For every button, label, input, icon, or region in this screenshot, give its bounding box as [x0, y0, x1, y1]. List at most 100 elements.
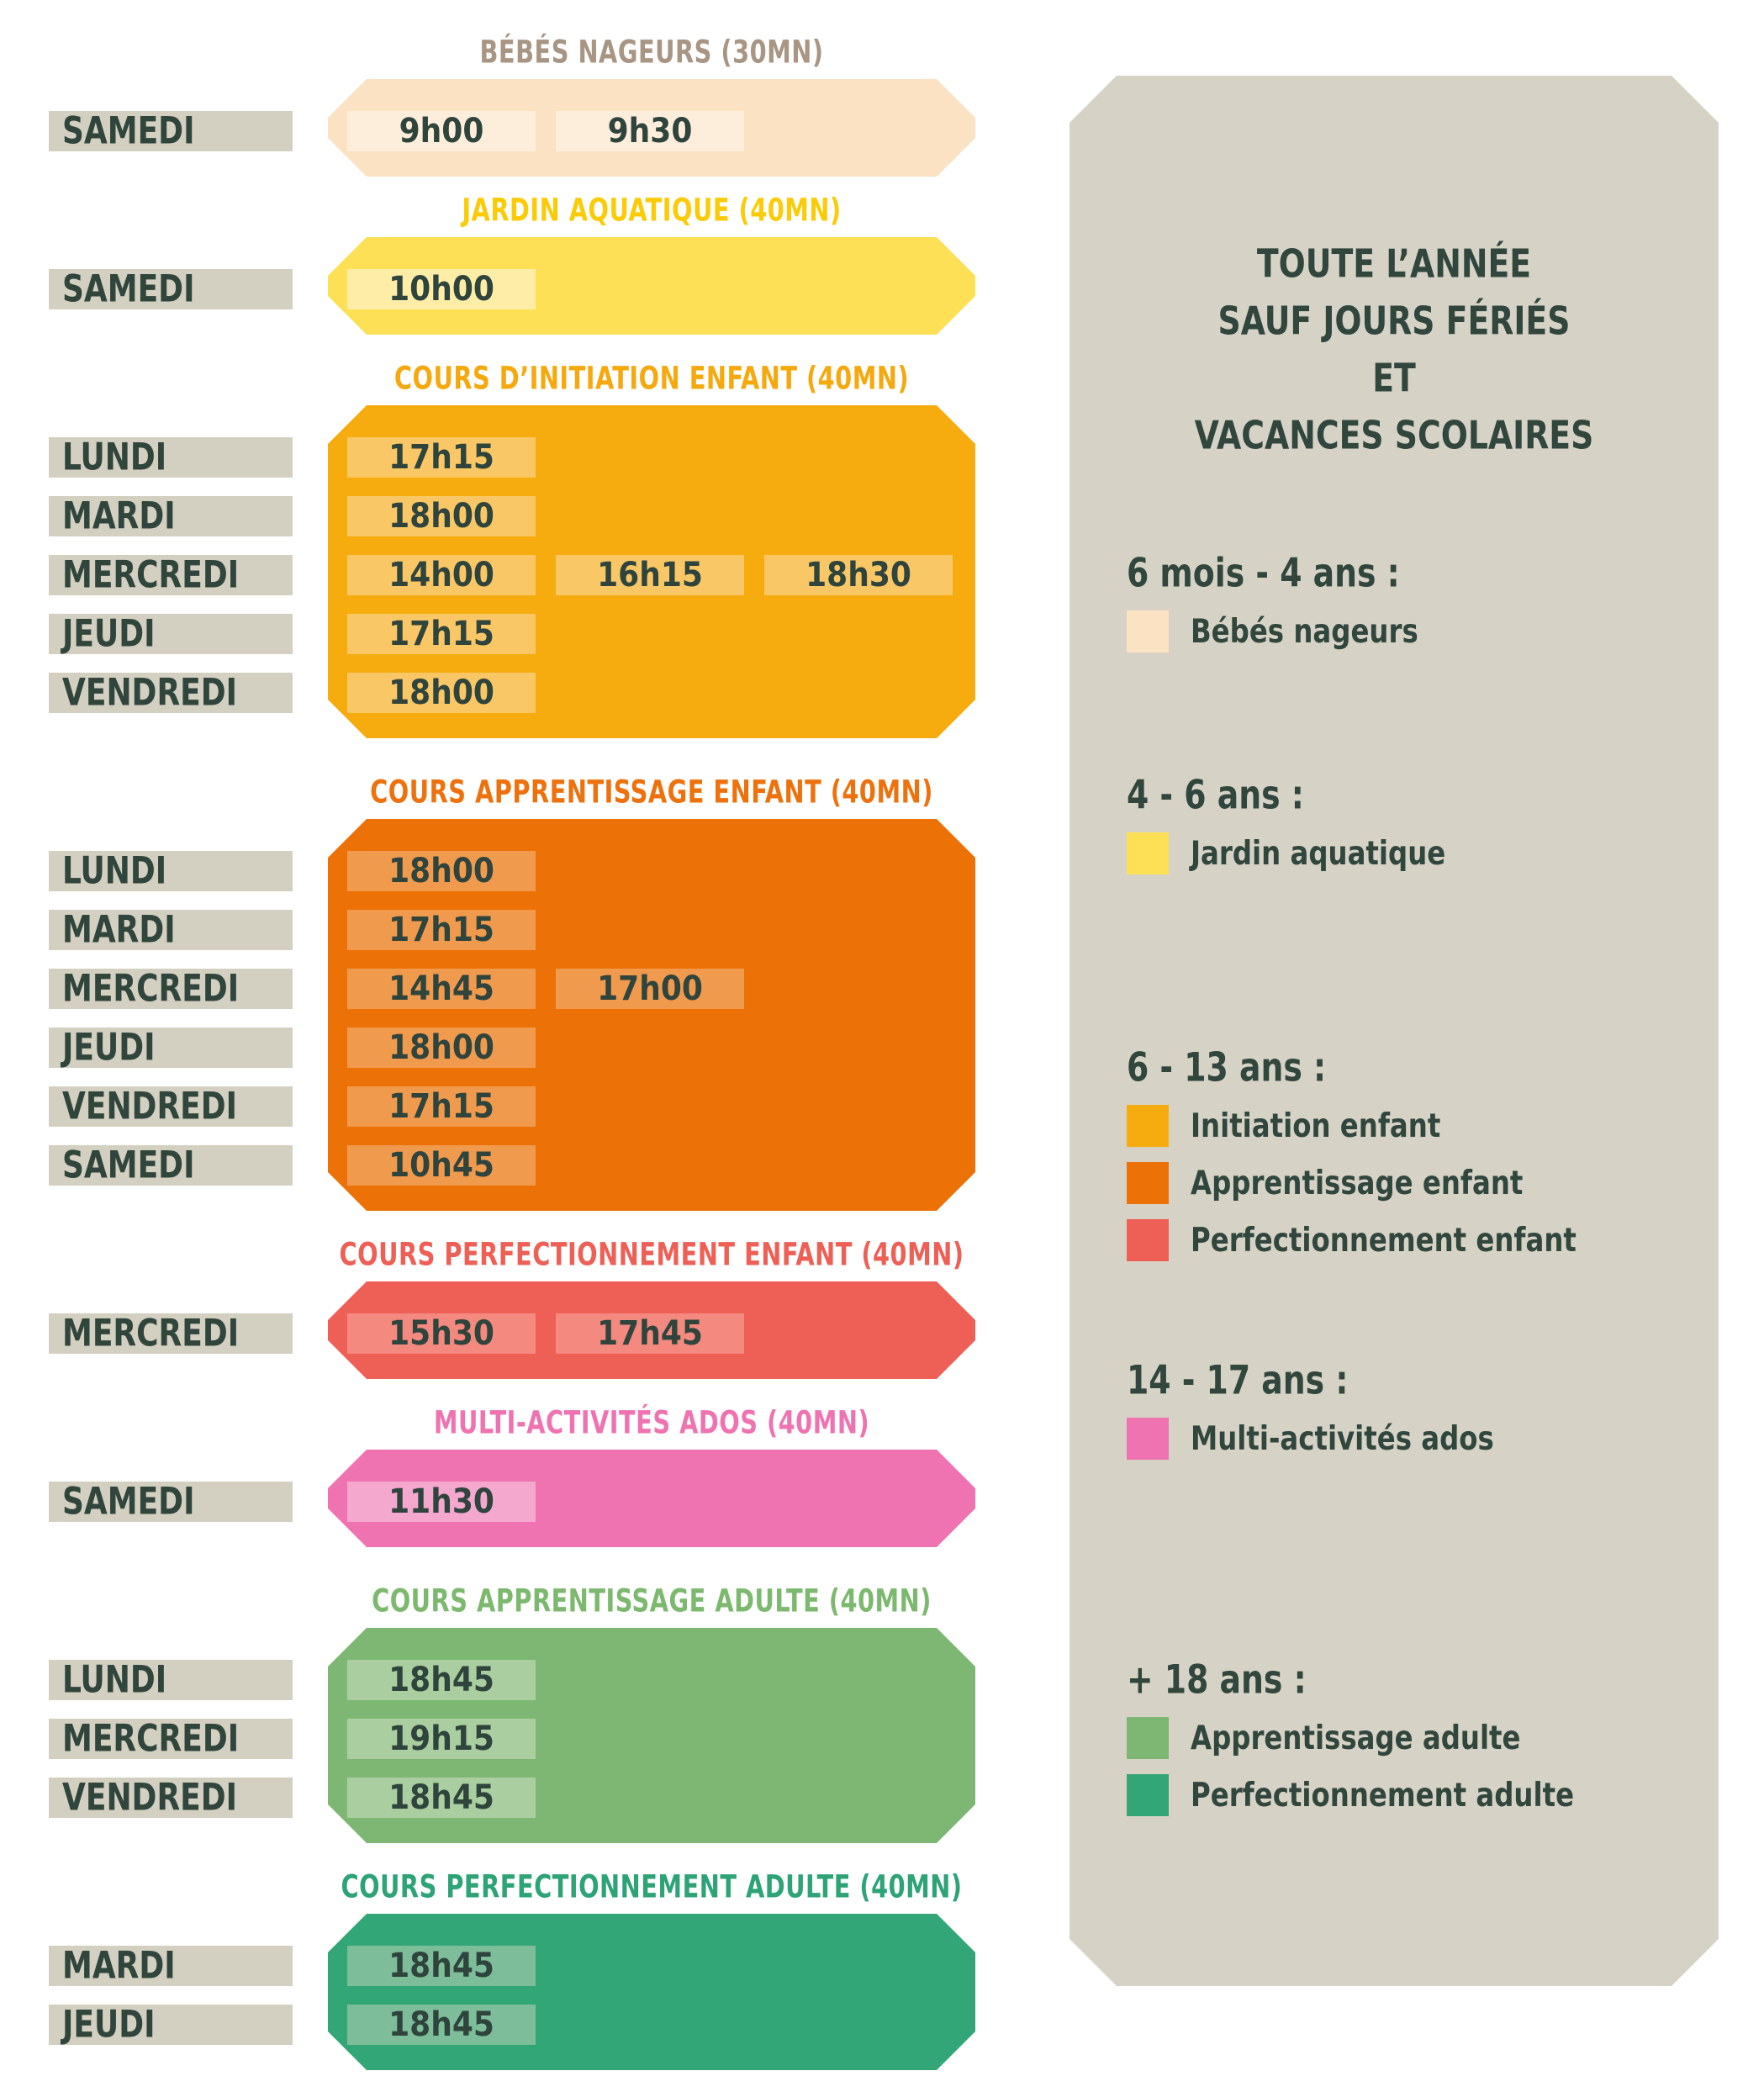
legend-item: Apprentissage enfant — [1127, 1162, 1685, 1204]
day-label: SAMEDI — [49, 1144, 293, 1187]
time-slots: 18h45 — [347, 1778, 536, 1818]
time-slot: 14h45 — [347, 969, 536, 1009]
time-slot: 19h15 — [347, 1719, 536, 1759]
day-label: MERCREDI — [49, 553, 293, 597]
section-initiation-enfant: COURS D’INITIATION ENFANT (40MN) LUNDI 17… — [49, 359, 975, 738]
time-slots: 9h00 9h30 — [347, 111, 744, 151]
schedule-row: JEUDI 17h15 — [49, 612, 975, 656]
section-multi-activites-ados: MULTI-ACTIVITÉS ADOS (40MN) SAMEDI 11h30 — [49, 1403, 975, 1547]
time-slot: 18h45 — [347, 2005, 536, 2045]
time-slot: 10h00 — [347, 269, 536, 309]
time-slots: 14h00 16h15 18h30 — [347, 555, 953, 595]
legend-items: Jardin aquatique — [1127, 832, 1685, 874]
legend-color-swatch — [1127, 610, 1169, 652]
legend-label: Bébés nageurs — [1191, 612, 1418, 651]
legend-items: Apprentissage adulte Perfectionnement adu… — [1127, 1717, 1685, 1816]
day-label: SAMEDI — [49, 109, 293, 153]
time-slot: 18h00 — [347, 1028, 536, 1068]
section-title: COURS PERFECTIONNEMENT ENFANT (40MN) — [339, 1235, 964, 1273]
day-label: LUNDI — [49, 849, 293, 893]
schedule-row: MARDI 18h00 — [49, 494, 975, 538]
legend-age-heading: 6 - 13 ans : — [1127, 1044, 1327, 1091]
schedule-row: JEUDI 18h00 — [49, 1026, 975, 1070]
day-label: JEUDI — [49, 2003, 293, 2047]
info-panel: TOUTE L’ANNÉE SAUF JOURS FÉRIÉS ET VACANCES… — [1069, 76, 1719, 1986]
time-slots: 14h45 17h00 — [347, 969, 744, 1009]
section-rows: SAMEDI 9h00 9h30 — [49, 109, 975, 153]
legend-group: 6 - 13 ans : Initiation enfant Apprentiss… — [1127, 1049, 1685, 1261]
time-slot: 18h00 — [347, 496, 536, 536]
legend-item: Jardin aquatique — [1127, 832, 1685, 874]
legend-color-swatch — [1127, 1105, 1169, 1147]
legend-color-swatch — [1127, 1162, 1169, 1204]
section-body: LUNDI 18h00 MARDI 17h15 MERCREDI 14h45 17h00 JE… — [49, 819, 975, 1211]
schedule-row: MERCREDI 15h30 17h45 — [49, 1312, 975, 1355]
day-label: VENDREDI — [49, 1085, 293, 1128]
legend-group: 6 mois - 4 ans : Bébés nageurs — [1127, 555, 1685, 652]
section-title: COURS PERFECTIONNEMENT ADULTE (40MN) — [341, 1867, 963, 1905]
day-label: LUNDI — [49, 1658, 293, 1702]
time-slot: 9h30 — [556, 111, 744, 151]
time-slot: 15h30 — [347, 1313, 536, 1354]
time-slot: 18h45 — [347, 1778, 536, 1818]
day-label: LUNDI — [49, 436, 293, 479]
day-label: SAMEDI — [49, 1480, 293, 1524]
section-rows: MARDI 18h45 JEUDI 18h45 — [49, 1944, 975, 2047]
schedule-row: VENDREDI 18h00 — [49, 671, 975, 715]
time-slots: 18h00 — [347, 673, 536, 713]
day-label: MARDI — [49, 908, 293, 952]
legend-label: Initiation enfant — [1191, 1107, 1441, 1145]
section-title: COURS D’INITIATION ENFANT (40MN) — [393, 359, 910, 397]
time-slots: 18h00 — [347, 1028, 536, 1068]
legend-label: Perfectionnement enfant — [1191, 1221, 1577, 1260]
legend-item: Perfectionnement adulte — [1127, 1774, 1685, 1816]
legend-group: 14 - 17 ans : Multi-activités ados — [1127, 1362, 1685, 1460]
time-slots: 18h45 — [347, 1660, 536, 1700]
schedule-row: LUNDI 18h00 — [49, 849, 975, 893]
legend-age-heading: + 18 ans : — [1127, 1656, 1307, 1703]
legend-items: Multi-activités ados — [1127, 1418, 1685, 1460]
day-label: MERCREDI — [49, 967, 293, 1011]
panel-title-line: ET — [1372, 355, 1416, 401]
day-label: MERCREDI — [49, 1312, 293, 1355]
time-slot: 11h30 — [347, 1482, 536, 1522]
schedule-row: SAMEDI 10h45 — [49, 1144, 975, 1187]
time-slots: 18h00 — [347, 851, 536, 891]
section-rows: SAMEDI 10h00 — [49, 267, 975, 311]
time-slot: 17h00 — [556, 969, 744, 1009]
schedule-row: MERCREDI 19h15 — [49, 1717, 975, 1761]
legend-group: 4 - 6 ans : Jardin aquatique — [1127, 777, 1685, 874]
section-title: BÉBÉS NAGEURS (30MN) — [479, 33, 824, 71]
section-rows: LUNDI 18h45 MERCREDI 19h15 VENDREDI 18h45 — [49, 1658, 975, 1820]
time-slot: 17h15 — [347, 614, 536, 654]
legend-color-swatch — [1127, 832, 1169, 874]
section-bebes-nageurs: BÉBÉS NAGEURS (30MN) SAMEDI 9h00 9h30 — [49, 33, 975, 177]
schedule-row: MERCREDI 14h00 16h15 18h30 — [49, 553, 975, 597]
section-jardin-aquatique: JARDIN AQUATIQUE (40MN) SAMEDI 10h00 — [49, 191, 975, 335]
legend-item: Bébés nageurs — [1127, 610, 1685, 652]
day-label: SAMEDI — [49, 267, 293, 311]
day-label: MARDI — [49, 1944, 293, 1988]
section-perfectionnement-adulte: COURS PERFECTIONNEMENT ADULTE (40MN) MAR… — [49, 1867, 975, 2070]
schedule-row: MARDI 18h45 — [49, 1944, 975, 1988]
legend-group: + 18 ans : Apprentissage adulte Perfectio… — [1127, 1661, 1685, 1816]
section-rows: SAMEDI 11h30 — [49, 1480, 975, 1524]
section-body: MERCREDI 15h30 17h45 — [49, 1281, 975, 1379]
time-slot: 14h00 — [347, 555, 536, 595]
day-label: MERCREDI — [49, 1717, 293, 1761]
time-slot: 17h15 — [347, 910, 536, 950]
schedule-row: SAMEDI 10h00 — [49, 267, 975, 311]
day-label: VENDREDI — [49, 671, 293, 715]
section-apprentissage-enfant: COURS APPRENTISSAGE ENFANT (40MN) LUNDI 1… — [49, 773, 975, 1211]
panel-title-line: SAUF JOURS FÉRIÉS — [1217, 298, 1571, 344]
time-slot: 16h15 — [556, 555, 744, 595]
section-title: COURS APPRENTISSAGE ENFANT (40MN) — [370, 773, 933, 811]
section-body: SAMEDI 10h00 — [49, 237, 975, 335]
section-body: LUNDI 18h45 MERCREDI 19h15 VENDREDI 18h45 — [49, 1628, 975, 1843]
legend-item: Perfectionnement enfant — [1127, 1219, 1685, 1261]
schedule-row: VENDREDI 17h15 — [49, 1085, 975, 1128]
time-slots: 19h15 — [347, 1719, 536, 1759]
section-rows: LUNDI 18h00 MARDI 17h15 MERCREDI 14h45 17h00 JE… — [49, 849, 975, 1187]
section-perfectionnement-enfant: COURS PERFECTIONNEMENT ENFANT (40MN) MER… — [49, 1235, 975, 1379]
legend-label: Jardin aquatique — [1191, 834, 1446, 873]
